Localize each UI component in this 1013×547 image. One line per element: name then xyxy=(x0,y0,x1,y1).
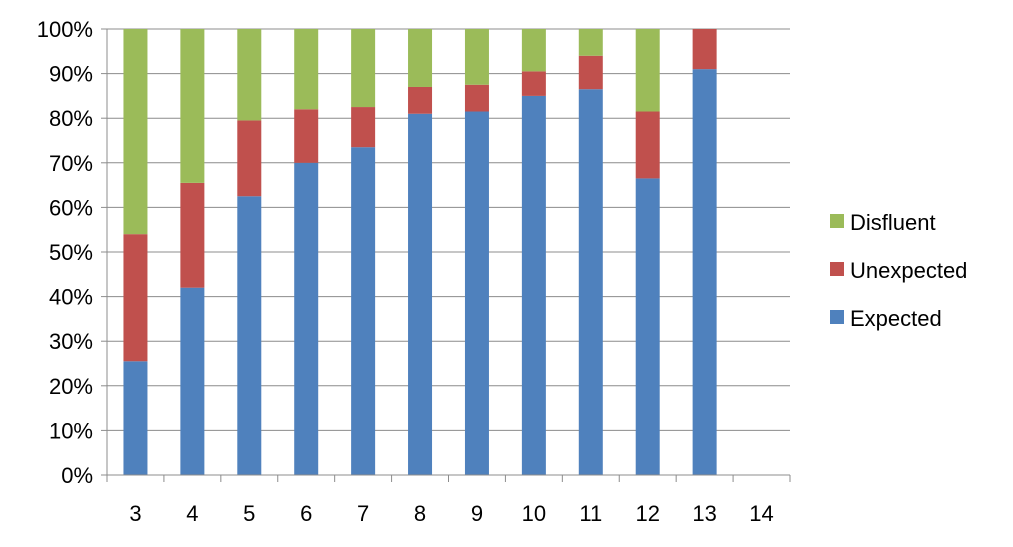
axes: 0% 10% 20% 30% 40% 50% 60% 70% 80% 90% 100% 3 4 5 6 7 8 9… xyxy=(37,17,791,526)
bar-segment-unexpected-11 xyxy=(578,55,603,90)
x-tick-label: 3 xyxy=(129,501,141,526)
bar-segment-expected-6 xyxy=(294,162,319,476)
bar-segment-disfluent-10 xyxy=(521,29,546,72)
legend-label-expected: Expected xyxy=(850,306,942,331)
bar-segment-disfluent-8 xyxy=(408,29,433,87)
legend-swatch-expected xyxy=(830,310,844,324)
x-tick-label: 8 xyxy=(414,501,426,526)
bar-segment-disfluent-6 xyxy=(294,29,319,110)
bar-segment-expected-7 xyxy=(351,147,376,475)
bar-segment-disfluent-9 xyxy=(464,29,489,85)
bar-segment-unexpected-3 xyxy=(123,234,148,362)
bar-segment-unexpected-4 xyxy=(180,182,205,288)
bar-segment-unexpected-12 xyxy=(635,111,660,179)
bar-segment-expected-8 xyxy=(408,113,433,476)
bar-segment-disfluent-12 xyxy=(635,29,660,112)
gridlines xyxy=(107,28,790,476)
bar-segment-expected-4 xyxy=(180,287,205,475)
y-tick-label: 0% xyxy=(61,463,93,488)
x-tick-label: 14 xyxy=(749,501,773,526)
bar-segment-expected-9 xyxy=(464,111,489,475)
x-tick-label: 13 xyxy=(692,501,716,526)
bar-segment-disfluent-5 xyxy=(237,29,262,121)
bar-segment-disfluent-4 xyxy=(180,29,205,183)
legend-label-disfluent: Disfluent xyxy=(850,210,936,235)
y-tick-label: 70% xyxy=(49,151,93,176)
x-tick-label: 7 xyxy=(357,501,369,526)
bar-segment-expected-3 xyxy=(123,361,148,475)
bar-segment-expected-11 xyxy=(578,89,603,476)
x-tick-label: 6 xyxy=(300,501,312,526)
x-tick-label: 11 xyxy=(579,501,602,526)
bar-segment-unexpected-13 xyxy=(692,29,717,70)
bar-segment-disfluent-11 xyxy=(578,29,603,56)
bar-segment-unexpected-9 xyxy=(464,84,489,112)
bar-segment-expected-12 xyxy=(635,178,660,475)
bar-segment-expected-5 xyxy=(237,196,262,475)
x-tick-label: 12 xyxy=(635,501,659,526)
legend-swatch-unexpected xyxy=(830,262,844,276)
y-tick-label: 90% xyxy=(49,62,93,87)
bar-segment-unexpected-7 xyxy=(351,107,376,148)
y-tick-label: 20% xyxy=(49,374,93,399)
legend-swatch-disfluent xyxy=(830,214,844,228)
bar-segment-disfluent-7 xyxy=(351,29,376,108)
legend: Disfluent Unexpected Expected xyxy=(830,210,967,331)
bar-segment-disfluent-3 xyxy=(123,29,148,235)
bar-segment-expected-10 xyxy=(521,95,546,476)
legend-label-unexpected: Unexpected xyxy=(850,258,967,283)
y-tick-label: 50% xyxy=(49,240,93,265)
y-tick-label: 10% xyxy=(49,418,93,443)
x-tick-label: 4 xyxy=(186,501,198,526)
bar-segment-unexpected-10 xyxy=(521,71,546,96)
bar-segment-unexpected-6 xyxy=(294,109,319,163)
bars xyxy=(123,29,717,476)
y-tick-label: 40% xyxy=(49,285,93,310)
x-tick-label: 5 xyxy=(243,501,255,526)
x-tick-label: 10 xyxy=(522,501,546,526)
bar-segment-unexpected-5 xyxy=(237,120,262,197)
bar-segment-unexpected-8 xyxy=(408,86,433,114)
bar-segment-expected-13 xyxy=(692,69,717,475)
y-tick-label: 30% xyxy=(49,329,93,354)
y-tick-label: 60% xyxy=(49,195,93,220)
x-tick-label: 9 xyxy=(471,501,483,526)
y-tick-label: 80% xyxy=(49,106,93,131)
y-tick-label: 100% xyxy=(37,17,93,42)
